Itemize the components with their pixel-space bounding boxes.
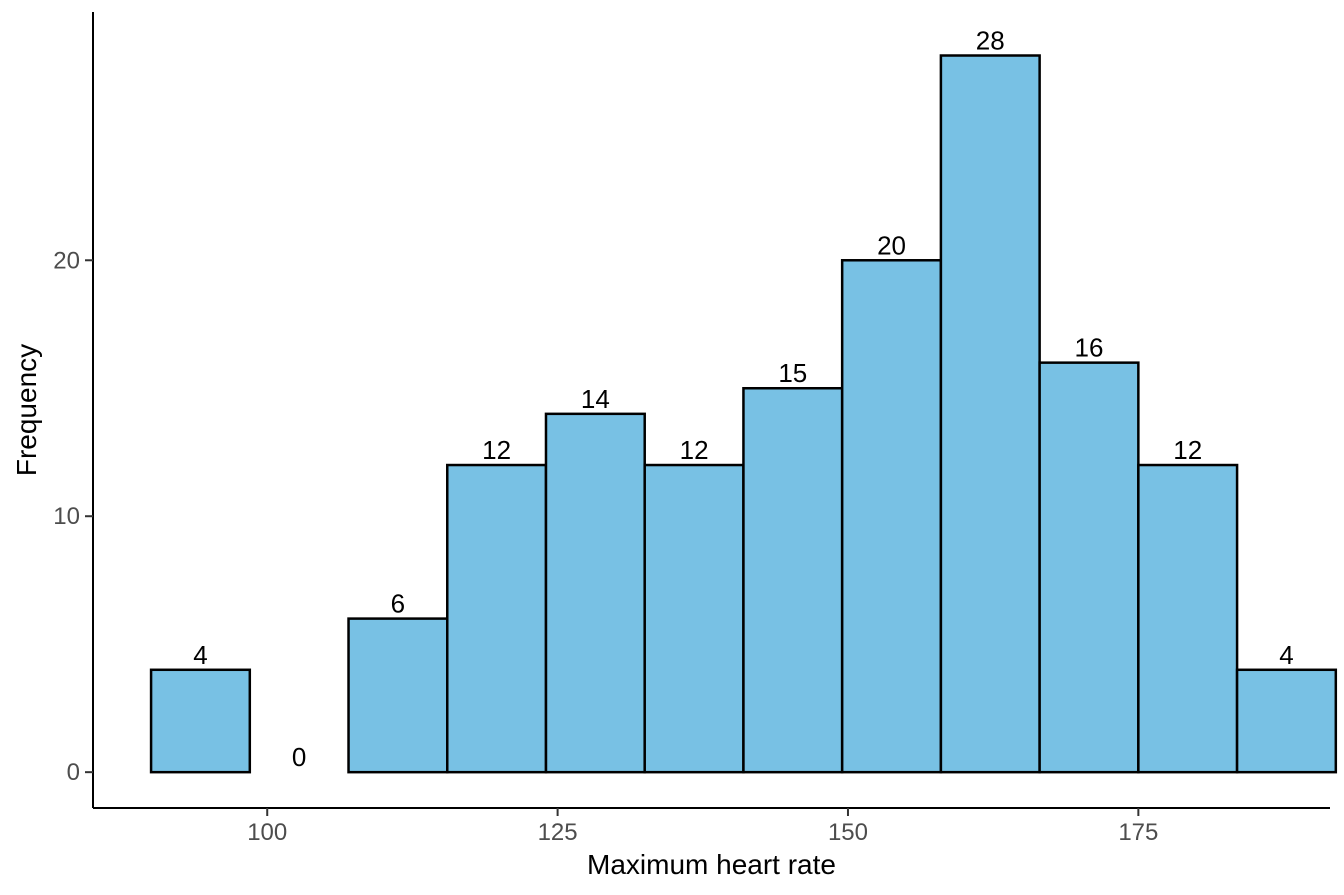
histogram-bar-11: [1235, 668, 1338, 774]
bar-data-label-10: 12: [1173, 435, 1202, 465]
histogram-bar-7: [840, 259, 943, 774]
y-tick-label-1: 10: [53, 503, 80, 530]
x-axis-title: Maximum heart rate: [587, 849, 836, 880]
bar-data-label-5: 12: [680, 435, 709, 465]
y-axis-title: Frequency: [11, 344, 42, 476]
bar-data-label-7: 20: [877, 230, 906, 260]
bar-data-label-11: 4: [1279, 640, 1293, 670]
bar-data-labels: 4 0 6 12 14 12 15 20 28 16 12 4: [193, 26, 1293, 773]
histogram-bar-0: [149, 668, 252, 774]
y-tick-label-2: 20: [53, 247, 80, 274]
histogram-bar-4: [544, 412, 646, 774]
bar-data-label-0: 4: [193, 640, 207, 670]
bar-data-label-6: 15: [778, 358, 807, 388]
y-axis-ticks: 0 10 20: [53, 247, 93, 786]
histogram-bar-9: [1038, 361, 1140, 774]
x-tick-label-3: 175: [1118, 819, 1158, 846]
bar-data-label-4: 14: [581, 384, 610, 414]
bars: [149, 54, 1338, 774]
bar-data-label-2: 6: [391, 589, 405, 619]
bar-data-label-9: 16: [1075, 333, 1104, 363]
bar-data-label-1: 0: [292, 742, 306, 772]
x-tick-label-1: 125: [538, 819, 578, 846]
histogram-bar-5: [643, 463, 745, 774]
x-tick-label-0: 100: [247, 819, 287, 846]
bar-data-label-3: 12: [482, 435, 511, 465]
histogram-bar-3: [446, 463, 548, 774]
histogram-bar-6: [742, 386, 844, 774]
histogram-bar-10: [1137, 463, 1239, 774]
bar-data-label-8: 28: [976, 26, 1005, 56]
histogram-bar-8: [939, 54, 1041, 774]
x-axis-ticks: 100 125 150 175: [247, 808, 1158, 846]
y-tick-label-0: 0: [67, 759, 80, 786]
x-tick-label-2: 150: [828, 819, 868, 846]
histogram-bar-2: [347, 617, 449, 774]
